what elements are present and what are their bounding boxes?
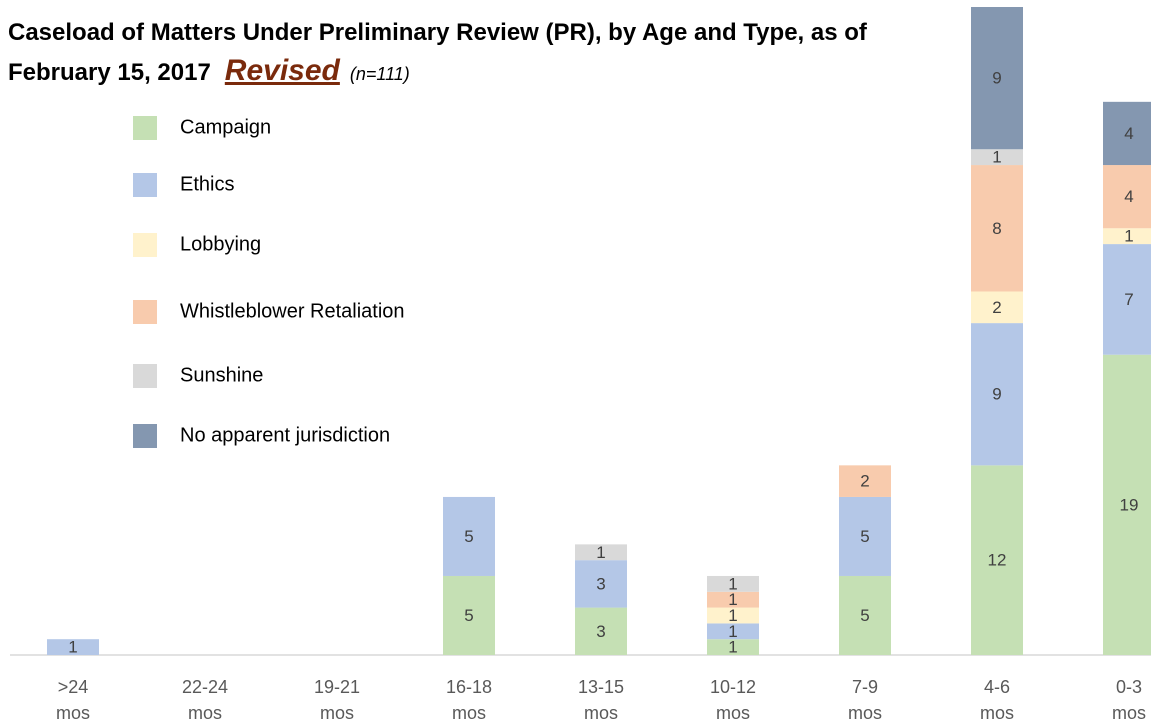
- bar-segment: [443, 575, 495, 655]
- bar-segment: [971, 7, 1023, 150]
- value-label: 12: [988, 551, 1007, 570]
- bar-segment: [839, 496, 891, 576]
- value-label: 1: [728, 638, 737, 657]
- x-tick-label: 7-9 mos: [847, 677, 882, 723]
- legend-label: No apparent jurisdiction: [180, 424, 390, 446]
- bar-segment: [575, 607, 627, 655]
- value-label: 1: [728, 606, 737, 625]
- value-label: 5: [860, 527, 869, 546]
- chart-title: Caseload of Matters Under Preliminary Re…: [8, 19, 867, 86]
- x-tick-label: 10-12 mos: [709, 677, 757, 723]
- bar-segment: [1103, 228, 1151, 245]
- value-label: 1: [596, 543, 605, 562]
- bar-segment: [707, 575, 759, 592]
- bar-segment: [839, 575, 891, 655]
- value-label: 1: [992, 148, 1001, 167]
- bar-segment: [707, 607, 759, 624]
- value-label: 5: [464, 527, 473, 546]
- x-tick-label: >24 mos: [55, 677, 90, 723]
- bar-segment: [443, 496, 495, 576]
- value-label: 4: [1124, 124, 1133, 143]
- x-tick-label: 0-3 mos: [1111, 677, 1146, 723]
- bar-segment: [1103, 354, 1151, 655]
- value-label: 9: [992, 385, 1001, 404]
- value-label: 1: [728, 574, 737, 593]
- legend-label: Whistleblower Retaliation: [180, 300, 405, 322]
- legend-swatch: [133, 233, 157, 257]
- legend-swatch: [133, 173, 157, 197]
- bar-segment: [971, 165, 1023, 292]
- legend-swatch: [133, 364, 157, 388]
- value-label: 4: [1124, 187, 1133, 206]
- bar-segment: [707, 639, 759, 655]
- value-label: 3: [596, 622, 605, 641]
- legend-label: Ethics: [180, 173, 234, 195]
- x-tick-label: 22-24 mos: [181, 677, 229, 723]
- value-label: 1: [728, 590, 737, 609]
- subtitle: (n=111): [349, 64, 410, 84]
- title-block: Caseload of Matters Under Preliminary Re…: [8, 14, 968, 93]
- bar-segment: [575, 560, 627, 608]
- value-label: 2: [992, 298, 1001, 317]
- x-tick-label: 19-21 mos: [313, 677, 361, 723]
- value-label: 7: [1124, 290, 1133, 309]
- value-label: 1: [1124, 227, 1133, 246]
- bar-segment: [971, 465, 1023, 655]
- x-tick-label: 4-6 mos: [979, 677, 1014, 723]
- value-label: 3: [596, 574, 605, 593]
- value-label: 8: [992, 219, 1001, 238]
- bar-segment: [971, 323, 1023, 466]
- legend-label: Sunshine: [180, 364, 263, 386]
- bar-segment: [707, 623, 759, 640]
- bar-segment: [575, 544, 627, 561]
- bar-segment: [971, 291, 1023, 324]
- bar-segment: [47, 639, 99, 655]
- bar-segment: [1103, 244, 1151, 355]
- legend-swatch: [133, 300, 157, 324]
- legend-label: Campaign: [180, 116, 271, 138]
- value-label: 5: [860, 606, 869, 625]
- legend-label: Lobbying: [180, 233, 261, 255]
- value-label: 2: [860, 472, 869, 491]
- value-label: 5: [464, 606, 473, 625]
- value-label: 19: [1120, 495, 1139, 514]
- legend-swatch: [133, 424, 157, 448]
- x-tick-label: 13-15 mos: [577, 677, 625, 723]
- title-note: Revised: [224, 54, 340, 87]
- value-label: 1: [68, 638, 77, 657]
- bar-segment: [707, 591, 759, 608]
- legend-swatch: [133, 116, 157, 140]
- value-label: 1: [728, 622, 737, 641]
- x-tick-label: 16-18 mos: [445, 677, 493, 723]
- bar-segment: [839, 465, 891, 497]
- bar-segment: [1103, 101, 1151, 166]
- bar-segment: [1103, 165, 1151, 229]
- bar-segment: [971, 149, 1023, 166]
- value-label: 9: [992, 69, 1001, 88]
